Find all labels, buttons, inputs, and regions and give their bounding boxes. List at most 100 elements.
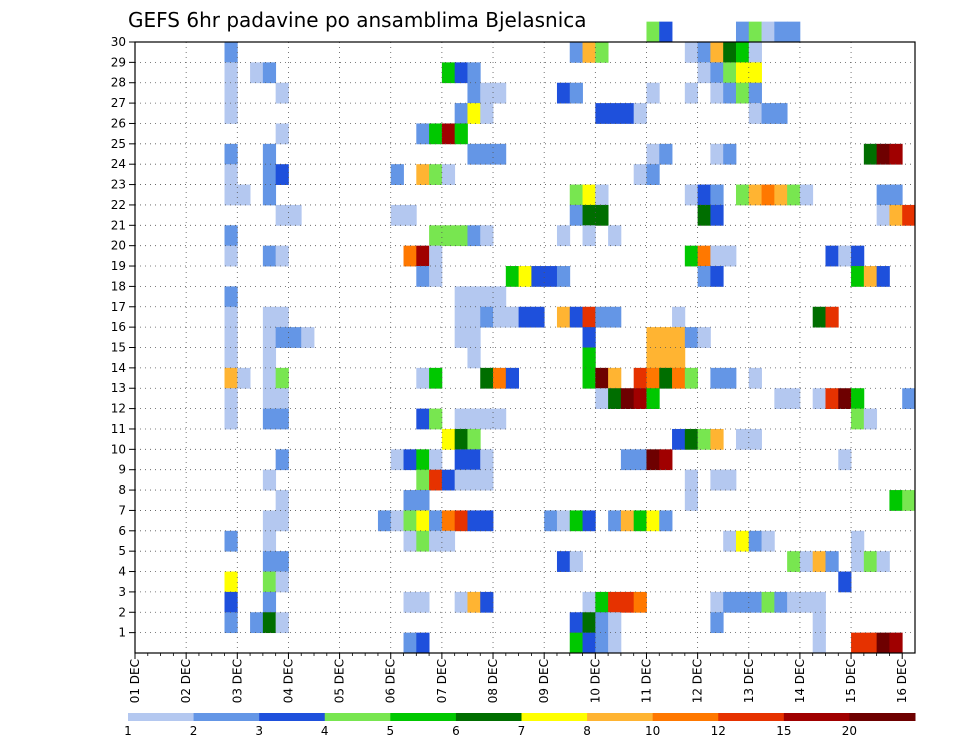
heatmap-cell: [262, 591, 277, 613]
y-tick-label: 16: [111, 320, 126, 334]
heatmap-cell: [697, 266, 711, 287]
heatmap-cell: [710, 245, 724, 267]
heatmap-cell: [275, 245, 289, 267]
heatmap-cell: [851, 408, 865, 430]
heatmap-cell: [723, 42, 737, 63]
colorbar-swatch: [718, 713, 785, 721]
heatmap-cell: [275, 327, 289, 348]
heatmap-cell: [377, 510, 392, 532]
heatmap-cell: [416, 164, 430, 185]
heatmap-cell: [608, 632, 622, 654]
heatmap-cell: [262, 530, 277, 552]
heatmap-cell: [493, 306, 507, 328]
colorbar-legend: 1 2 3 4 5 6 7 8 10 12 15 20: [124, 713, 916, 738]
heatmap-cell: [582, 367, 596, 389]
heatmap-cell: [659, 449, 673, 471]
heatmap-cell: [876, 632, 890, 654]
heatmap-cell: [569, 510, 583, 532]
heatmap-cell: [262, 571, 277, 593]
heatmap-cell: [761, 21, 775, 43]
heatmap-cell: [454, 306, 468, 328]
heatmap-cell: [595, 591, 609, 613]
y-tick-label: 21: [111, 218, 126, 232]
heatmap-cell: [735, 530, 750, 552]
heatmap-cell: [684, 469, 699, 491]
heatmap-cell: [774, 388, 788, 409]
heatmap-cell: [275, 306, 289, 328]
heatmap-cell: [723, 530, 737, 552]
heatmap-cell: [467, 408, 481, 430]
x-tick-label: 10 DEC: [588, 659, 602, 703]
heatmap-cell: [851, 530, 865, 552]
heatmap-cell: [646, 327, 660, 348]
heatmap-cell: [646, 164, 660, 185]
heatmap-cell: [569, 306, 583, 328]
x-tick-label: 13 DEC: [742, 659, 756, 703]
heatmap-cell: [608, 388, 622, 409]
heatmap-cell: [224, 367, 238, 389]
heatmap-cell: [812, 388, 826, 409]
heatmap-cell: [799, 551, 814, 572]
heatmap-cell: [403, 204, 417, 226]
heatmap-cell: [889, 204, 903, 226]
heatmap-cell: [416, 367, 430, 389]
heatmap-cell: [684, 367, 699, 389]
heatmap-cell: [454, 327, 468, 348]
y-axis: 1234567891011121314151617181920212223242…: [111, 35, 135, 640]
colorbar-label: 6: [452, 724, 460, 738]
heatmap-cell: [224, 225, 238, 247]
heatmap-cell: [851, 551, 865, 572]
grid-lines: [135, 41, 915, 653]
heatmap-cell: [441, 225, 456, 247]
heatmap-cell: [748, 530, 762, 552]
heatmap-cell: [710, 62, 724, 84]
heatmap-cell: [595, 103, 609, 124]
heatmap-cell: [812, 306, 826, 328]
heatmap-cell: [262, 245, 277, 267]
heatmap-cell: [672, 347, 686, 369]
heatmap-cell: [441, 510, 456, 532]
heatmap-cell: [429, 408, 443, 430]
heatmap-cell: [697, 184, 711, 206]
heatmap-cell: [825, 245, 839, 267]
heatmap-cell: [748, 591, 762, 613]
heatmap-cell: [684, 184, 699, 206]
heatmap-cell: [620, 449, 635, 471]
heatmap-cell: [863, 632, 878, 654]
heatmap-cell: [672, 428, 686, 450]
heatmap-cell: [429, 225, 443, 247]
heatmap-cell: [620, 103, 635, 124]
colorbar-swatch: [193, 713, 260, 721]
y-tick-label: 3: [118, 585, 126, 599]
heatmap-cell: [748, 184, 762, 206]
heatmap-cell: [723, 62, 737, 84]
colorbar-label: 3: [255, 724, 263, 738]
heatmap-cell: [454, 510, 468, 532]
y-tick-label: 1: [118, 626, 126, 640]
heatmap-cell: [710, 367, 724, 389]
heatmap-cell: [262, 408, 277, 430]
heatmap-cell: [467, 449, 481, 471]
heatmap-cell: [224, 62, 238, 84]
y-tick-label: 27: [111, 96, 126, 110]
heatmap-cell: [876, 143, 890, 165]
heatmap-cell: [454, 123, 468, 145]
y-tick-label: 9: [118, 463, 126, 477]
heatmap-cell: [480, 408, 494, 430]
heatmap-cell: [672, 367, 686, 389]
heatmap-cell: [275, 367, 289, 389]
heatmap-cell: [799, 184, 814, 206]
heatmap-cell: [416, 632, 430, 654]
heatmap-cell: [620, 388, 635, 409]
heatmap-cell: [480, 591, 494, 613]
colorbar-swatch: [324, 713, 391, 721]
heatmap-cell: [620, 510, 635, 532]
heatmap-cell: [659, 347, 673, 369]
heatmap-cell: [582, 632, 596, 654]
heatmap-cell: [838, 571, 852, 593]
heatmap-cell: [544, 266, 558, 287]
heatmap-cell: [876, 184, 890, 206]
heatmap-cell: [889, 143, 903, 165]
x-tick-label: 15 DEC: [844, 659, 858, 703]
heatmap-cell: [262, 367, 277, 389]
